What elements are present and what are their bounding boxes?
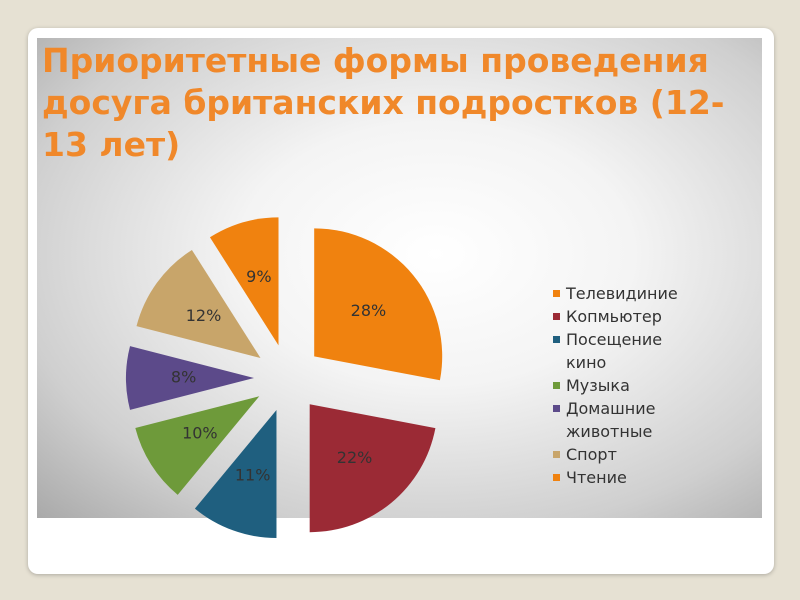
data-label: 8% — [171, 368, 196, 387]
legend-item: Копмьютер — [553, 305, 703, 328]
legend-item: Чтение — [553, 466, 703, 489]
legend-item: Спорт — [553, 443, 703, 466]
legend-label: Музыка — [566, 376, 630, 395]
pie-slice — [136, 249, 261, 359]
pie-slice — [209, 217, 279, 346]
pie-slice — [126, 346, 254, 410]
data-label: 22% — [337, 448, 373, 467]
legend-label: Спорт — [566, 445, 617, 464]
legend-label: Чтение — [566, 468, 627, 487]
legend-swatch — [553, 290, 560, 297]
data-label: 11% — [235, 466, 271, 485]
legend-swatch — [553, 382, 560, 389]
data-label: 10% — [182, 423, 218, 442]
legend-label: Копмьютер — [566, 307, 662, 326]
pie-slice — [194, 409, 277, 538]
legend-label: Телевидиние — [566, 284, 678, 303]
legend-item: Музыка — [553, 374, 703, 397]
legend-label: Посещение кино — [566, 330, 663, 372]
pie-slice — [135, 396, 260, 495]
legend: Телевидиние Копмьютер Посещение кино Музыка… — [553, 282, 703, 489]
pie-slice — [309, 404, 436, 533]
legend-swatch — [553, 474, 560, 481]
slide-title: Приоритетные формы проведения досуга бри… — [42, 41, 725, 164]
pie-slice — [314, 228, 443, 381]
legend-item: Телевидиние — [553, 282, 703, 305]
data-label: 28% — [351, 301, 387, 320]
legend-swatch — [553, 451, 560, 458]
legend-item: Посещение кино — [553, 328, 703, 374]
legend-swatch — [553, 336, 560, 343]
legend-swatch — [553, 405, 560, 412]
legend-item: Домашние животные — [553, 397, 703, 443]
data-label: 9% — [246, 267, 271, 286]
legend-swatch — [553, 313, 560, 320]
data-label: 12% — [186, 306, 222, 325]
legend-label: Домашние животные — [566, 399, 656, 441]
